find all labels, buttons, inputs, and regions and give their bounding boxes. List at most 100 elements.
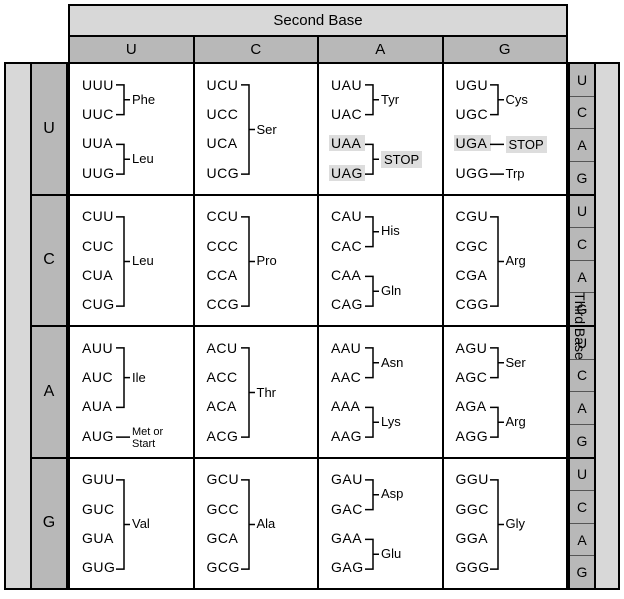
- codon-UUU: UUU: [80, 77, 117, 93]
- codon-UGC: UGC: [454, 106, 491, 122]
- cell-AG: AGUAGCAGAAGGSerArg: [444, 327, 567, 457]
- codon-GGG: GGG: [454, 559, 492, 575]
- codon-AAA: AAA: [329, 398, 364, 414]
- codon-GCC: GCC: [205, 501, 242, 517]
- bracket-icon: [365, 327, 385, 458]
- codon-AAG: AAG: [329, 428, 364, 444]
- row-header-C: C: [32, 196, 66, 328]
- cell-UC: UCUUCCUCAUCGSer: [195, 64, 320, 194]
- codon-CAC: CAC: [329, 238, 365, 254]
- codon-list: CAUCACCAACAG: [329, 202, 365, 320]
- codon-list: CUUCUCCUACUG: [80, 202, 117, 320]
- codon-AGC: AGC: [454, 369, 491, 385]
- second-base-label: Second Base: [70, 6, 566, 37]
- codon-list: AUUAUCAUAAUG: [80, 333, 116, 451]
- amino-acid-label: Gln: [381, 283, 401, 298]
- codon-GCA: GCA: [205, 530, 242, 546]
- amino-acid-label: Val: [132, 516, 150, 531]
- bracket-icon: [365, 459, 385, 590]
- amino-acid-label: Pro: [257, 253, 277, 268]
- codon-AGA: AGA: [454, 398, 491, 414]
- codon-GCG: GCG: [205, 559, 242, 575]
- third-base-G: G: [570, 162, 594, 194]
- codon-UCU: UCU: [205, 77, 242, 93]
- codon-CAG: CAG: [329, 296, 365, 312]
- third-base-U: U: [570, 196, 594, 229]
- codon-AUG: AUG: [80, 428, 116, 444]
- codon-list: UCUUCCUCAUCG: [205, 70, 242, 188]
- codon-ACC: ACC: [205, 369, 241, 385]
- codon-UUC: UUC: [80, 106, 117, 122]
- codon-GGC: GGC: [454, 501, 492, 517]
- amino-acid-label: Thr: [257, 385, 277, 400]
- codon-list: UUUUUCUUAUUG: [80, 70, 117, 188]
- col-header-A: A: [319, 37, 444, 62]
- codon-CAU: CAU: [329, 208, 365, 224]
- cell-GC: GCUGCCGCAGCGAla: [195, 459, 320, 589]
- second-base-header: Second Base UCAG: [68, 4, 568, 62]
- cell-GA: GAUGACGAAGAGAspGlu: [319, 459, 444, 589]
- codon-ACU: ACU: [205, 340, 241, 356]
- codon-UAG: UAG: [329, 165, 365, 181]
- amino-acid-label: Lys: [381, 414, 401, 429]
- codon-CUA: CUA: [80, 267, 117, 283]
- bracket-icon: [116, 64, 136, 195]
- codon-CCG: CCG: [205, 296, 242, 312]
- codon-list: GUUGUCGUAGUG: [80, 465, 117, 583]
- cell-AU: AUUAUCAUAAUGIleMet or Start: [70, 327, 195, 457]
- codon-list: AAUAACAAAAAG: [329, 333, 364, 451]
- column-headers: UCAG: [70, 37, 566, 62]
- third-base-C: C: [570, 360, 594, 393]
- codon-CCC: CCC: [205, 238, 242, 254]
- col-header-U: U: [70, 37, 195, 62]
- codon-UGU: UGU: [454, 77, 491, 93]
- cell-UG: UGUUGCUGAUGGCysSTOPTrp: [444, 64, 567, 194]
- first-base-letters: UCAG: [32, 62, 68, 590]
- cell-UU: UUUUUCUUAUUGPheLeu: [70, 64, 195, 194]
- amino-acid-label: Leu: [132, 151, 154, 166]
- cell-AC: ACUACCACAACGThr: [195, 327, 320, 457]
- codon-UGG: UGG: [454, 165, 491, 181]
- row-header-U: U: [32, 64, 66, 196]
- codon-GUC: GUC: [80, 501, 117, 517]
- amino-acid-label: Arg: [506, 253, 526, 268]
- codon-list: CGUCGCCGACGG: [454, 202, 491, 320]
- codon-GAA: GAA: [329, 530, 366, 546]
- codon-GAU: GAU: [329, 471, 366, 487]
- cell-AA: AAUAACAAAAAGAsnLys: [319, 327, 444, 457]
- codon-CUG: CUG: [80, 296, 117, 312]
- codon-GUA: GUA: [80, 530, 117, 546]
- codon-UCA: UCA: [205, 135, 242, 151]
- bracket-icon: [365, 196, 385, 327]
- third-base-G: G: [570, 425, 594, 457]
- cell-GU: GUUGUCGUAGUGVal: [70, 459, 195, 589]
- codon-CUU: CUU: [80, 208, 117, 224]
- amino-acid-label: Trp: [506, 166, 525, 181]
- codon-AGG: AGG: [454, 428, 491, 444]
- amino-acid-label: Leu: [132, 253, 154, 268]
- codon-list: UAUUACUAAUAG: [329, 70, 365, 188]
- cell-UA: UAUUACUAAUAGTyrSTOP: [319, 64, 444, 194]
- codon-CCU: CCU: [205, 208, 242, 224]
- row-header-G: G: [32, 459, 66, 589]
- bracket-icon: [490, 327, 510, 458]
- codon-list: AGU AGC AGA AGG: [454, 333, 491, 451]
- amino-acid-label: Ala: [257, 516, 276, 531]
- amino-acid-label: STOP: [506, 136, 547, 153]
- codon-ACG: ACG: [205, 428, 241, 444]
- codon-UGA: UGA: [454, 135, 491, 151]
- codon-GAC: GAC: [329, 501, 366, 517]
- third-base-A: A: [570, 392, 594, 425]
- codon-UAA: UAA: [329, 135, 365, 151]
- cell-CU: CUUCUCCUACUGLeu: [70, 196, 195, 326]
- third-base-C: C: [570, 491, 594, 524]
- codon-grid: UUUUUCUUAUUGPheLeuUCUUCCUCAUCGSerUAUUACU…: [68, 62, 568, 590]
- amino-acid-label: STOP: [381, 151, 422, 168]
- codon-UCC: UCC: [205, 106, 242, 122]
- cell-CC: CCUCCCCCACCGPro: [195, 196, 320, 326]
- cell-CG: CGUCGCCGACGG Arg: [444, 196, 567, 326]
- third-base-A: A: [570, 129, 594, 162]
- codon-GUU: GUU: [80, 471, 117, 487]
- codon-table: Second Base UCAG First Base UCAG UUUUUCU…: [0, 0, 624, 599]
- codon-AGU: AGU: [454, 340, 491, 356]
